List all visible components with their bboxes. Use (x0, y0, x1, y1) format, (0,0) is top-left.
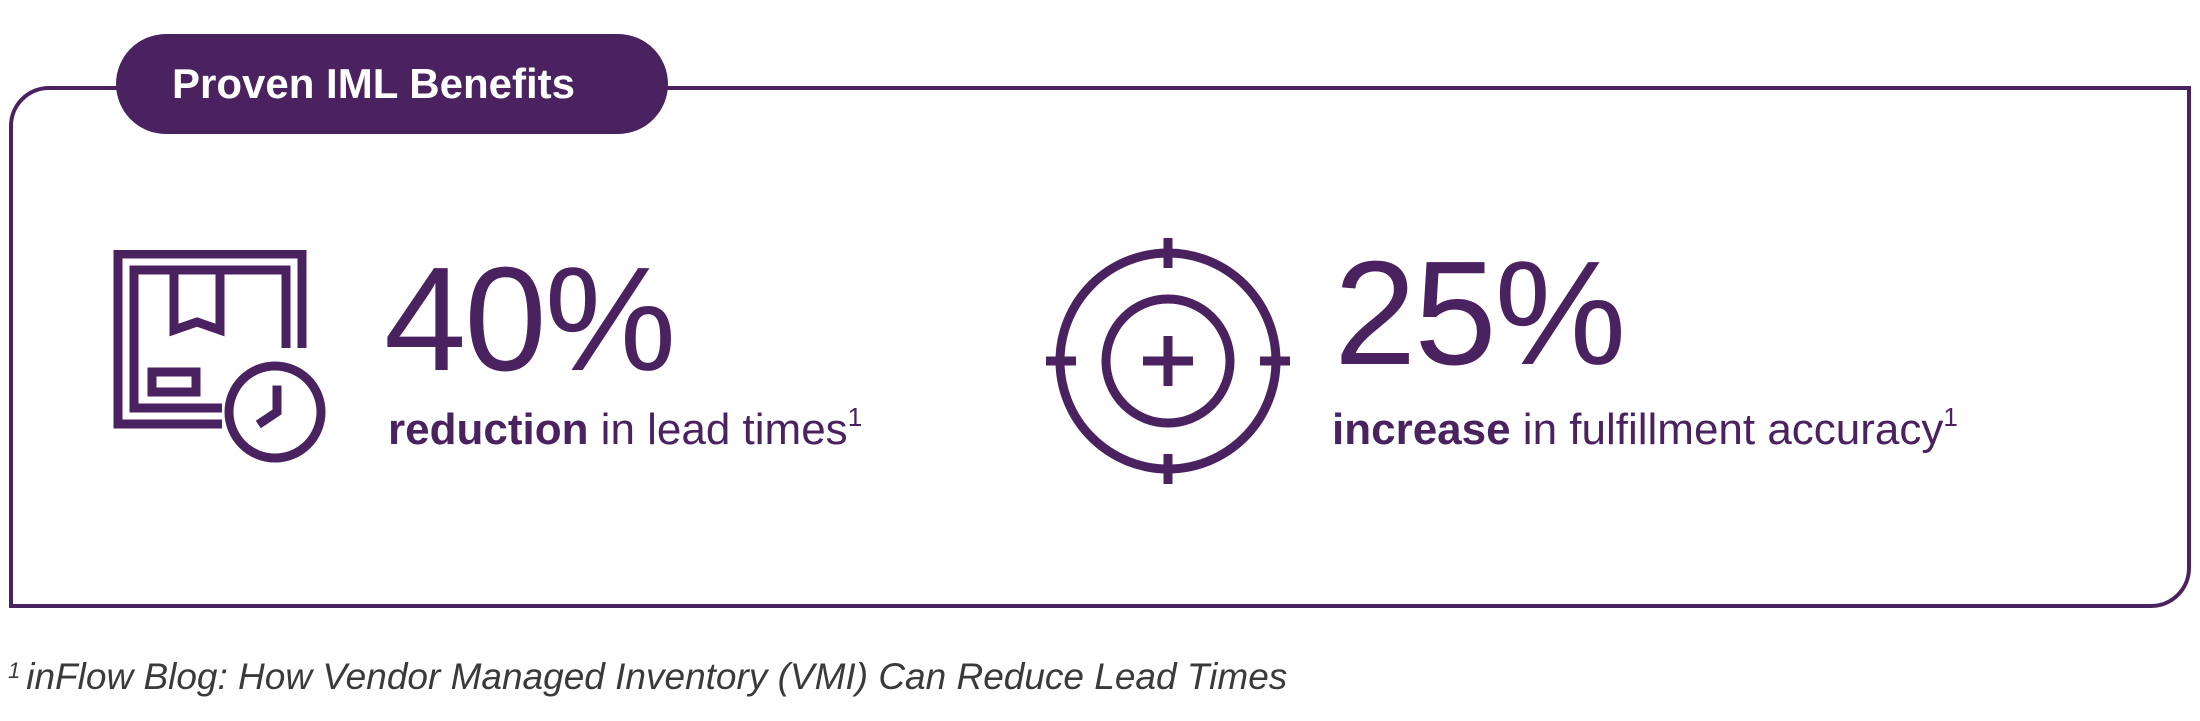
target-crosshair-icon (1044, 236, 1292, 486)
lead-time-stat-emphasis: reduction (388, 405, 589, 454)
lead-time-footnote-marker: 1 (847, 402, 863, 432)
benefits-card (9, 86, 2191, 608)
lead-time-stat-value: 40% (384, 237, 676, 402)
accuracy-stat-text: in fulfillment accuracy (1510, 405, 1944, 454)
accuracy-stat-description: increase in fulfillment accuracy1 (1332, 404, 1958, 454)
accuracy-stat-value: 25% (1334, 231, 1626, 396)
benefits-title: Proven IML Benefits (116, 34, 668, 134)
accuracy-stat-emphasis: increase (1332, 405, 1511, 454)
footnote-marker: 1 (8, 658, 21, 683)
footnote-text: inFlow Blog: How Vendor Managed Inventor… (26, 656, 1288, 697)
lead-time-stat-text: in lead times (588, 405, 848, 454)
source-footnote: 1 inFlow Blog: How Vendor Managed Invento… (8, 656, 1287, 698)
package-clock-icon (112, 250, 332, 466)
lead-time-stat-description: reduction in lead times1 (388, 404, 862, 454)
accuracy-footnote-marker: 1 (1943, 402, 1958, 432)
